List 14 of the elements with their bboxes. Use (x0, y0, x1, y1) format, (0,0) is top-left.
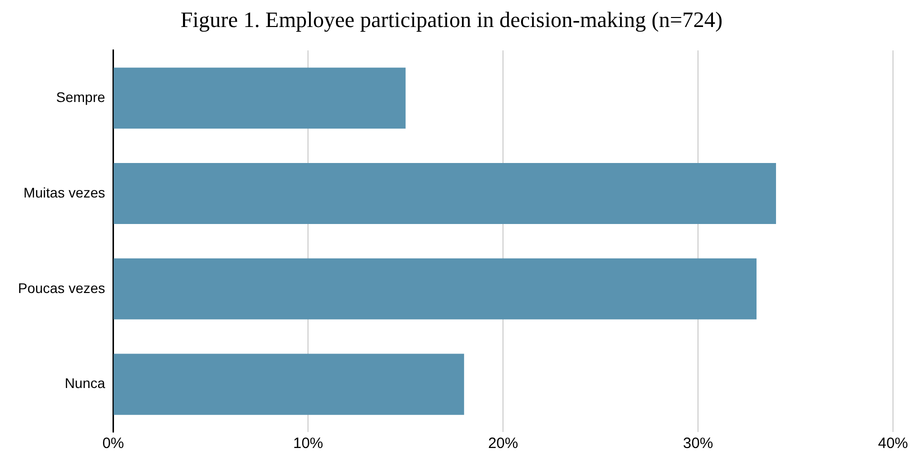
y-tick-label: Nunca (64, 375, 106, 392)
bar (114, 68, 406, 129)
y-tick-label: Poucas vezes (18, 280, 106, 296)
chart-title: Figure 1. Employee participation in decision-making (n=724) (180, 6, 723, 32)
y-tick-label: Muitas vezes (23, 184, 106, 200)
x-tick-label: 20% (488, 435, 518, 452)
bar (114, 354, 464, 415)
y-tick-label: Sempre (56, 88, 106, 105)
x-tick-label: 30% (683, 435, 714, 452)
bar (114, 258, 757, 320)
bar (114, 162, 776, 224)
x-tick-label: 0% (102, 435, 124, 452)
x-tick-label: 40% (878, 435, 908, 452)
x-tick-label: 10% (293, 435, 324, 452)
